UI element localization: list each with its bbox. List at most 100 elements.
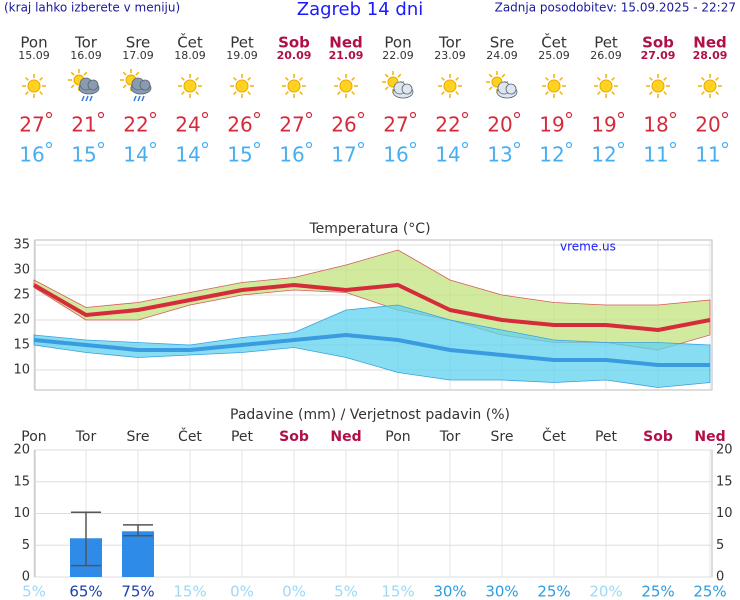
x-tick-label: Ned xyxy=(330,429,361,445)
sun-ray xyxy=(596,91,601,96)
day-name: Čet xyxy=(177,33,203,52)
day-date: 16.09 xyxy=(70,49,102,62)
day-date: 19.09 xyxy=(226,49,258,62)
sun-ray xyxy=(351,91,356,96)
sun-ray xyxy=(39,76,44,81)
y-tick-label: 20 xyxy=(13,313,30,328)
degree-sign xyxy=(565,111,573,119)
x-tick-label: Čet xyxy=(178,427,202,445)
temperature-line xyxy=(33,283,711,332)
probability-label: 30% xyxy=(485,583,518,600)
sun-icon xyxy=(594,74,618,98)
degree-sign xyxy=(305,141,313,149)
y-tick-label: 15 xyxy=(13,338,30,353)
sun-disc xyxy=(339,79,353,93)
sun-ray xyxy=(232,91,237,96)
sun-disc xyxy=(235,79,249,93)
degree-sign xyxy=(565,141,573,149)
sun-disc xyxy=(703,79,717,93)
cloud xyxy=(139,79,151,91)
degree-sign xyxy=(253,111,261,119)
degree-sign xyxy=(97,141,105,149)
temperature: 13 xyxy=(487,143,512,167)
temperature: 19 xyxy=(539,113,564,137)
temperature: 22 xyxy=(435,113,460,137)
sun-ray xyxy=(284,76,289,81)
sun-ray xyxy=(455,91,460,96)
sun-icon xyxy=(178,74,202,98)
sun-ray xyxy=(648,91,653,96)
sun-ray xyxy=(39,91,44,96)
y-tick-label: 15 xyxy=(13,474,30,489)
degree-sign xyxy=(97,111,105,119)
day-name: Pon xyxy=(384,34,411,52)
temperature: 21 xyxy=(71,113,96,137)
sun-ray xyxy=(384,86,389,91)
x-tick-label: Sob xyxy=(279,429,309,445)
degree-sign xyxy=(305,111,313,119)
day-name: Sob xyxy=(278,34,310,52)
day-date: 15.09 xyxy=(18,49,50,62)
sun-ray xyxy=(559,91,564,96)
day-name: Tor xyxy=(74,34,98,52)
cloud xyxy=(87,79,99,91)
sun-ray xyxy=(559,76,564,81)
sun-ray xyxy=(397,73,402,78)
temperature: 24 xyxy=(175,113,200,137)
probability-label: 5% xyxy=(334,583,358,600)
sun-icon xyxy=(334,74,358,98)
sun-ray xyxy=(700,91,705,96)
bar xyxy=(122,531,154,577)
sun-ray xyxy=(122,71,127,76)
temperature: 11 xyxy=(643,143,668,167)
degree-sign xyxy=(409,141,417,149)
sun-disc xyxy=(287,79,301,93)
sun-ray xyxy=(488,73,493,78)
sun-ray xyxy=(247,91,252,96)
sun-ray xyxy=(180,76,185,81)
sun-ray xyxy=(715,76,720,81)
degree-sign xyxy=(721,141,729,149)
sun-ray xyxy=(24,91,29,96)
day-name: Pon xyxy=(20,34,47,52)
rain xyxy=(81,95,85,102)
x-tick-label: Tor xyxy=(75,429,97,445)
temperature: 14 xyxy=(175,143,200,167)
error-bar xyxy=(123,524,153,537)
sun-ray xyxy=(135,71,140,76)
sun-ray xyxy=(596,76,601,81)
sun-ray xyxy=(336,76,341,81)
temperature: 26 xyxy=(331,113,356,137)
x-tick-label: Čet xyxy=(542,427,566,445)
sun-icon xyxy=(230,74,254,98)
x-tick-label: Pet xyxy=(231,429,254,445)
degree-sign xyxy=(617,141,625,149)
sun-disc xyxy=(443,79,457,93)
sun-ray xyxy=(299,91,304,96)
x-tick-label: Sob xyxy=(643,429,673,445)
sun-ray xyxy=(24,76,29,81)
temperature: 27 xyxy=(279,113,304,137)
x-tick-label: Sre xyxy=(491,429,514,445)
temperature: 20 xyxy=(487,113,512,137)
hint: (kraj lahko izberete v meniju) xyxy=(4,1,180,15)
cloud xyxy=(401,83,413,95)
sun-ray xyxy=(122,84,127,89)
sun-ray xyxy=(336,91,341,96)
sun-ray xyxy=(648,76,653,81)
chart-title: Temperatura (°C) xyxy=(308,221,430,237)
page-title: Zagreb 14 dni xyxy=(297,0,423,20)
x-tick-label: Tor xyxy=(439,429,461,445)
degree-sign xyxy=(409,111,417,119)
temperature: 20 xyxy=(695,113,720,137)
sun-ray xyxy=(544,91,549,96)
probability-label: 25% xyxy=(693,583,726,600)
degree-sign xyxy=(669,141,677,149)
sun-ray xyxy=(455,76,460,81)
temperature: 16 xyxy=(383,143,408,167)
y-tick-label: 20 xyxy=(13,443,30,458)
sun-ray xyxy=(544,76,549,81)
temperature: 11 xyxy=(695,143,720,167)
probability-label: 15% xyxy=(173,583,206,600)
